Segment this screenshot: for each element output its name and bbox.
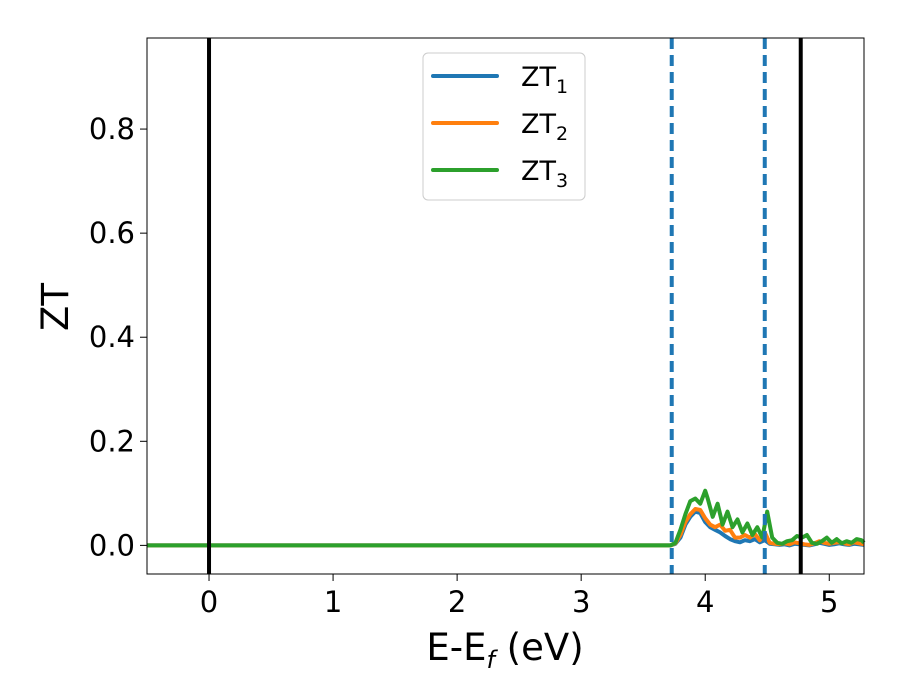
- x-tick-label: 2: [448, 585, 466, 619]
- y-axis-label: ZT: [34, 283, 77, 331]
- axis-ticks: 0 1 2 3 4 5 0.0 0.2 0.4 0.6 0.8: [89, 112, 839, 619]
- x-tick-label: 5: [820, 585, 838, 619]
- plot-area: [147, 38, 866, 574]
- legend: ZT1 ZT2 ZT3: [422, 52, 586, 201]
- x-axis-label-main: E-E: [426, 626, 486, 669]
- x-tick-label: 3: [572, 585, 590, 619]
- y-tick-label: 0.4: [89, 320, 135, 354]
- x-tick-label: 1: [324, 585, 342, 619]
- x-tick-label: 4: [696, 585, 714, 619]
- y-tick-label: 0.0: [89, 528, 135, 562]
- axes-frame: [146, 37, 865, 575]
- legend-label-zt3: ZT3: [521, 156, 568, 192]
- legend-box: [422, 52, 586, 201]
- x-axis-label: E-Ef (eV): [426, 626, 583, 674]
- y-tick-label: 0.6: [89, 216, 135, 250]
- x-axis-label-unit: (eV): [495, 626, 584, 669]
- y-tick-label: 0.8: [89, 112, 135, 146]
- y-tick-label: 0.2: [89, 424, 135, 458]
- x-tick-label: 0: [200, 585, 218, 619]
- legend-label-zt2: ZT2: [521, 109, 568, 145]
- legend-label-zt1: ZT1: [521, 62, 568, 98]
